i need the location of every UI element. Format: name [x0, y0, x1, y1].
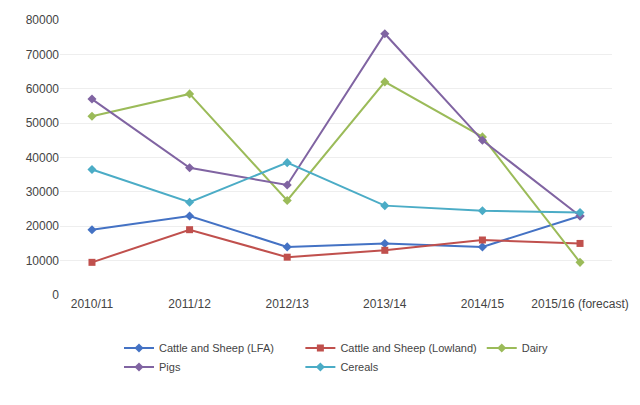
svg-text:2013/14: 2013/14: [363, 297, 407, 311]
svg-text:2012/13: 2012/13: [266, 297, 310, 311]
svg-text:10000: 10000: [26, 254, 60, 268]
svg-text:0: 0: [52, 288, 59, 302]
svg-text:20000: 20000: [26, 219, 60, 233]
svg-text:2011/12: 2011/12: [168, 297, 211, 311]
svg-text:Dairy: Dairy: [522, 342, 548, 354]
svg-text:60000: 60000: [26, 82, 60, 96]
svg-text:2010/11: 2010/11: [71, 297, 114, 311]
svg-text:Cattle and Sheep (Lowland): Cattle and Sheep (Lowland): [340, 342, 476, 354]
svg-text:Cattle and Sheep (LFA): Cattle and Sheep (LFA): [159, 342, 274, 354]
svg-text:Pigs: Pigs: [159, 361, 181, 373]
svg-text:70000: 70000: [26, 48, 60, 62]
svg-text:50000: 50000: [26, 116, 60, 130]
svg-text:80000: 80000: [26, 13, 60, 27]
svg-text:30000: 30000: [26, 185, 60, 199]
svg-text:2015/16 (forecast): 2015/16 (forecast): [531, 297, 628, 311]
svg-text:2014/15: 2014/15: [461, 297, 505, 311]
svg-text:Cereals: Cereals: [340, 361, 378, 373]
svg-text:40000: 40000: [26, 151, 60, 165]
